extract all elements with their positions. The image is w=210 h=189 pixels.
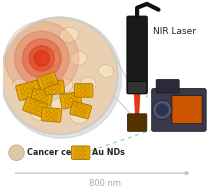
- Text: Cancer cell: Cancer cell: [27, 148, 77, 157]
- FancyBboxPatch shape: [60, 91, 82, 109]
- FancyBboxPatch shape: [71, 146, 90, 160]
- Ellipse shape: [81, 77, 96, 90]
- Circle shape: [1, 18, 118, 134]
- FancyBboxPatch shape: [127, 114, 147, 131]
- Circle shape: [5, 21, 79, 95]
- Ellipse shape: [71, 51, 87, 65]
- Circle shape: [34, 51, 50, 66]
- Ellipse shape: [31, 105, 49, 120]
- Ellipse shape: [55, 79, 73, 92]
- FancyBboxPatch shape: [156, 79, 179, 93]
- FancyBboxPatch shape: [127, 82, 147, 93]
- FancyBboxPatch shape: [16, 80, 41, 101]
- FancyBboxPatch shape: [37, 72, 58, 89]
- FancyBboxPatch shape: [41, 107, 62, 122]
- FancyBboxPatch shape: [31, 88, 53, 106]
- Ellipse shape: [13, 79, 28, 92]
- Ellipse shape: [22, 87, 42, 104]
- FancyBboxPatch shape: [74, 84, 93, 97]
- Circle shape: [1, 18, 122, 138]
- Ellipse shape: [70, 110, 87, 124]
- Text: 800 nm: 800 nm: [89, 179, 121, 188]
- FancyBboxPatch shape: [23, 97, 47, 117]
- FancyBboxPatch shape: [172, 95, 202, 124]
- Circle shape: [29, 46, 54, 71]
- FancyBboxPatch shape: [152, 88, 206, 131]
- FancyBboxPatch shape: [44, 80, 65, 95]
- FancyBboxPatch shape: [70, 101, 92, 119]
- Circle shape: [14, 31, 69, 86]
- Text: Au NDs: Au NDs: [92, 148, 125, 157]
- Circle shape: [9, 145, 24, 160]
- Circle shape: [22, 39, 61, 78]
- Text: NIR Laser: NIR Laser: [153, 27, 196, 36]
- Circle shape: [152, 100, 172, 120]
- Polygon shape: [134, 92, 140, 126]
- Circle shape: [156, 104, 169, 116]
- Ellipse shape: [59, 27, 79, 43]
- Ellipse shape: [98, 65, 114, 77]
- FancyBboxPatch shape: [127, 16, 147, 94]
- Ellipse shape: [40, 51, 59, 66]
- Ellipse shape: [51, 98, 68, 112]
